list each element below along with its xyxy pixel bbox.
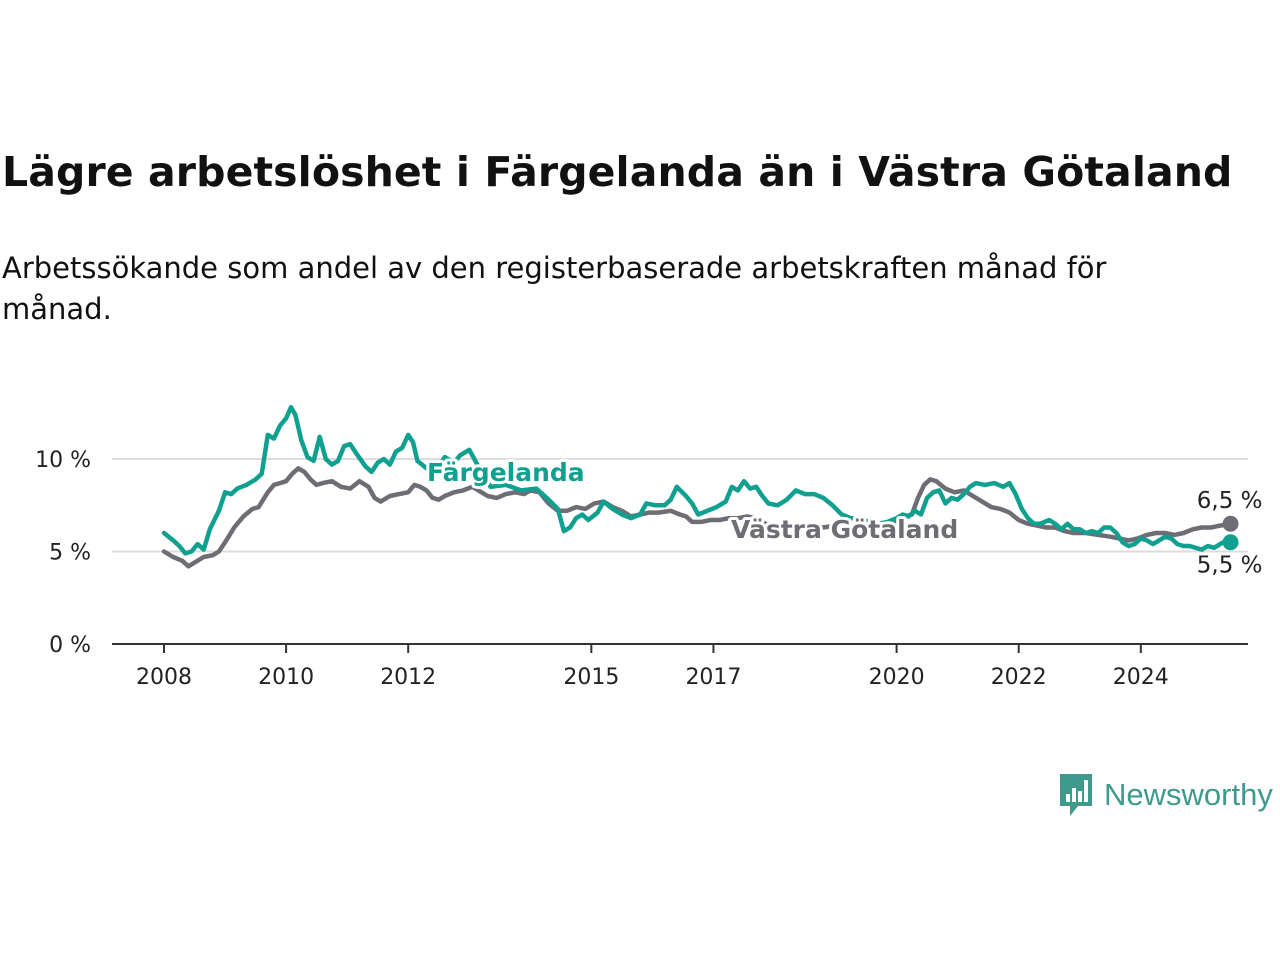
newsworthy-logo: Newsworthy xyxy=(1058,772,1273,818)
end-value-label-vastra-gotaland: 6,5 % xyxy=(1197,488,1263,514)
brand-name: Newsworthy xyxy=(1104,777,1273,812)
series-label-fargelanda: Färgelanda xyxy=(427,458,585,487)
grid-layer xyxy=(112,458,1248,553)
x-tick-label: 2012 xyxy=(380,665,436,690)
x-tick-label: 2022 xyxy=(991,665,1047,690)
x-tick-label: 2024 xyxy=(1113,665,1169,690)
series-label-vastra-gotaland: Västra Götaland xyxy=(731,515,958,544)
x-tick-label: 2015 xyxy=(563,665,619,690)
y-tick-label: 10 % xyxy=(35,448,91,473)
y-tick-label: 5 % xyxy=(49,541,91,566)
bar-chart-speech-bubble-icon xyxy=(1060,774,1092,816)
x-tick-label: 2010 xyxy=(258,665,314,690)
y-tick-label: 0 % xyxy=(49,633,91,658)
series-end-point-fargelanda xyxy=(1222,534,1239,551)
chart-subtitle: Arbetssökande som andel av den registerb… xyxy=(2,251,1107,326)
chart-title: Lägre arbetslöshet i Färgelanda än i Väs… xyxy=(2,148,1233,196)
x-tick-label: 2017 xyxy=(685,665,741,690)
labels-layer: Färgelanda Västra Götaland 6,5 % 5,5 % xyxy=(424,455,1265,581)
x-tick-label: 2008 xyxy=(136,665,192,690)
end-value-label-fargelanda: 5,5 % xyxy=(1197,552,1263,578)
series-line-fargelanda xyxy=(161,404,1233,556)
lines-layer xyxy=(161,404,1239,569)
axis-layer: 0 % 5 % 10 % 2008 2010 2012 2015 2017 2020 2022 20… xyxy=(35,448,1248,690)
x-tick-label: 2020 xyxy=(869,665,925,690)
series-end-point-vastra-gotaland xyxy=(1222,515,1239,532)
